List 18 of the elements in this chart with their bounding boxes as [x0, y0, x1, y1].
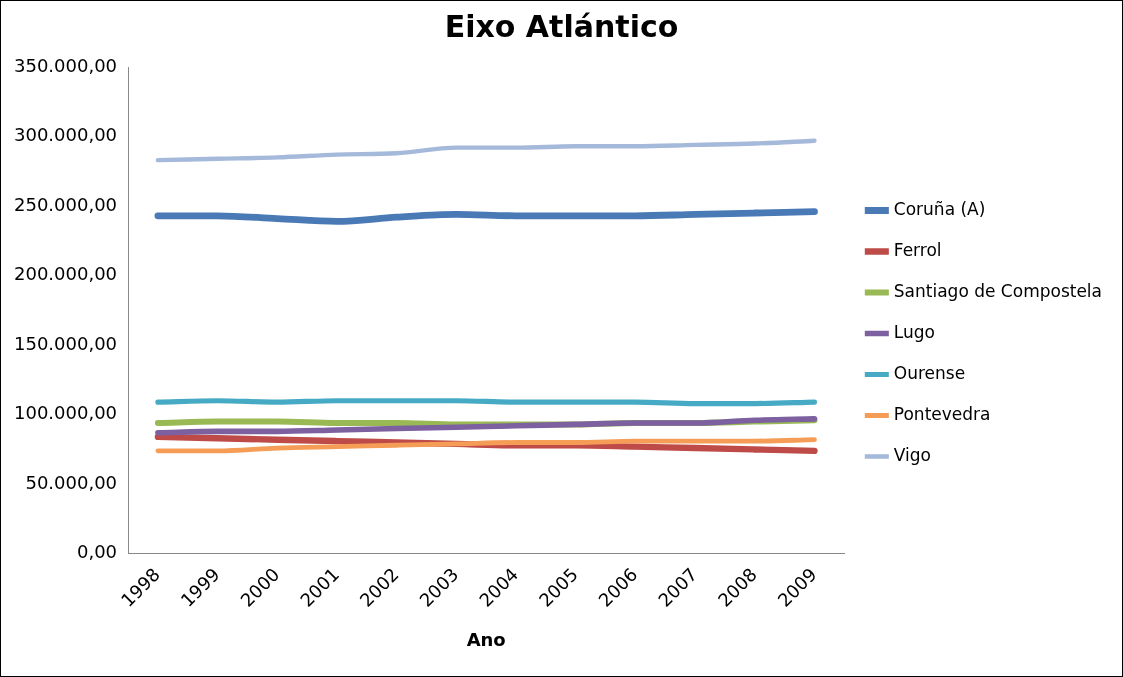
legend-label: Pontevedra	[893, 403, 991, 424]
y-tick-label: 300.000,00	[14, 124, 118, 146]
legend-label: Vigo	[893, 444, 931, 465]
legend-label: Ourense	[893, 362, 966, 383]
y-tick-label: 250.000,00	[14, 193, 118, 215]
y-tick-label: 150.000,00	[14, 332, 118, 354]
y-tick-label: 50.000,00	[25, 471, 118, 493]
legend-label: Ferrol	[893, 239, 942, 260]
y-tick-label: 0,00	[76, 541, 118, 563]
y-tick-label: 200.000,00	[14, 263, 118, 285]
chart-title: Eixo Atlántico	[444, 8, 679, 44]
y-tick-label: 100.000,00	[14, 402, 118, 424]
legend-label: Lugo	[893, 321, 935, 342]
line-series	[155, 138, 817, 163]
legend-label: Coruña (A)	[893, 198, 986, 219]
legend-label: Santiago de Compostela	[893, 280, 1102, 301]
x-axis-title: Ano	[466, 628, 506, 650]
y-tick-label: 350.000,00	[14, 54, 118, 76]
